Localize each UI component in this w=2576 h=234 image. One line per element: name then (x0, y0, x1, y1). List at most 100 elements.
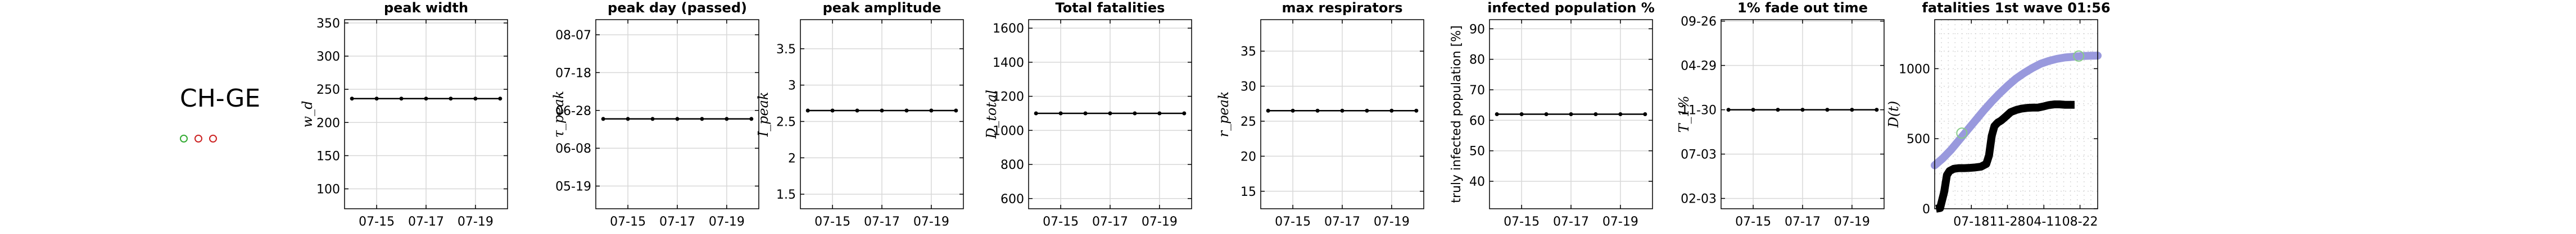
x-tick-label: 07-18 (1953, 215, 1989, 229)
data-point (1519, 112, 1524, 116)
x-tick-label: 07-17 (1324, 215, 1360, 229)
chart-title: infected population % (1487, 0, 1655, 16)
x-tick-label: 07-17 (1553, 215, 1589, 229)
chart-3: 1.5 2 2.5 3 3.5 07-15 07-17 07-19 peak amplitude… (755, 0, 964, 229)
data-point (954, 108, 958, 113)
y-tick-label: 1400 (993, 56, 1024, 70)
data-point (498, 97, 502, 101)
y-tick-label: 06-28 (555, 104, 591, 118)
y-tick-label: 300 (316, 50, 340, 64)
axes-frame (1934, 19, 2098, 209)
y-tick-label: 06-08 (555, 142, 591, 156)
status-dot-ok (180, 135, 188, 143)
y-tick-label: 1200 (993, 90, 1024, 104)
country-label: CH-GE (180, 84, 261, 113)
y-axis-label: D(t) (1886, 101, 1902, 129)
y-axis-label: τ_peak (551, 91, 567, 138)
data-point (1315, 108, 1320, 113)
status-dot-fail (194, 135, 202, 143)
data-point (601, 117, 605, 121)
data-point (449, 97, 453, 101)
data-point (1291, 108, 1295, 113)
chart-title: peak width (384, 0, 468, 16)
chart-1: 100 150 200 250 300 350 07-15 07-17 07-19 peak wi… (300, 0, 508, 229)
y-tick-label: 500 (1907, 132, 1930, 146)
y-tick-label: 150 (316, 149, 340, 163)
y-tick-label: 35 (1241, 45, 1256, 59)
data-point (1058, 111, 1063, 116)
data-point (424, 97, 428, 101)
chart-8: 0 500 1000 07-18 11-28 04-11 08-22 fatalities 1… (1886, 0, 2111, 229)
y-tick-label: 30 (1241, 80, 1256, 94)
y-tick-label: 80 (1469, 53, 1485, 67)
y-tick-label: 800 (1000, 158, 1024, 172)
y-tick-label: 70 (1469, 84, 1485, 98)
data-point (929, 108, 934, 113)
y-tick-label: 07-03 (1681, 148, 1717, 162)
data-point (1133, 111, 1137, 116)
status-dot-fail (209, 135, 217, 143)
data-point (1083, 111, 1088, 116)
x-tick-label: 07-15 (1504, 215, 1540, 229)
y-tick-label: 1000 (1899, 62, 1930, 76)
data-point (1544, 112, 1549, 116)
y-tick-label: 40 (1469, 175, 1485, 189)
chart-7: 02-03 07-03 11-30 04-29 09-26 07-15 07-17 07-19… (1676, 0, 1885, 229)
marker-point (2073, 50, 2085, 62)
y-tick-label: 25 (1241, 115, 1256, 129)
y-tick-label: 90 (1469, 22, 1485, 36)
x-tick-label: 07-19 (709, 215, 745, 229)
y-tick-label: 1000 (993, 124, 1024, 138)
y-tick-label: 07-18 (555, 66, 591, 80)
x-tick-label: 07-15 (814, 215, 850, 229)
y-axis-label: w_d (300, 101, 315, 128)
data-point (1182, 111, 1187, 116)
y-tick-label: 08-07 (555, 29, 591, 43)
x-tick-label: 07-19 (1374, 215, 1410, 229)
data-point (1726, 108, 1731, 112)
data-point (1108, 111, 1112, 116)
data-point (1751, 108, 1755, 112)
data-point (1266, 108, 1270, 113)
data-point (1569, 112, 1573, 116)
data-point (1776, 108, 1780, 112)
data-point (1495, 112, 1499, 116)
y-tick-label: 350 (316, 17, 340, 31)
data-point (675, 117, 680, 121)
y-tick-label: 2.5 (776, 115, 796, 129)
data-point (1850, 108, 1854, 112)
x-tick-label: 04-11 (2026, 215, 2062, 229)
y-tick-label: 50 (1469, 145, 1485, 159)
y-axis-label: truly infected population [%] (1450, 25, 1464, 203)
data-point (1800, 108, 1805, 112)
x-tick-label: 07-19 (1834, 215, 1870, 229)
y-tick-label: 0 (1922, 203, 1930, 217)
y-tick-label: 04-29 (1681, 59, 1717, 74)
x-tick-label: 07-15 (359, 215, 395, 229)
x-tick-label: 07-19 (1142, 215, 1178, 229)
x-tick-label: 07-17 (659, 215, 695, 229)
fit-line (1931, 52, 2102, 169)
observed-line (1935, 100, 2075, 213)
data-point (626, 117, 630, 121)
data-point (880, 108, 884, 113)
x-tick-label: 07-17 (408, 215, 444, 229)
y-tick-label: 250 (316, 83, 340, 97)
data-point (1340, 108, 1344, 113)
data-point (855, 108, 859, 113)
data-point (749, 117, 754, 121)
x-tick-label: 07-17 (864, 215, 900, 229)
data-point (473, 97, 478, 101)
data-point (1414, 108, 1419, 113)
chart-title: 1% fade out time (1737, 0, 1868, 16)
x-tick-label: 07-19 (458, 215, 494, 229)
data-point (1643, 112, 1647, 116)
chart-title: fatalities 1st wave 01:56 (1922, 0, 2110, 16)
y-tick-label: 60 (1469, 114, 1485, 128)
y-tick-label: 3.5 (776, 43, 796, 57)
y-tick-label: 600 (1000, 192, 1024, 207)
y-tick-label: 09-26 (1681, 15, 1717, 29)
y-tick-label: 200 (316, 116, 340, 130)
y-tick-label: 1600 (993, 22, 1024, 36)
